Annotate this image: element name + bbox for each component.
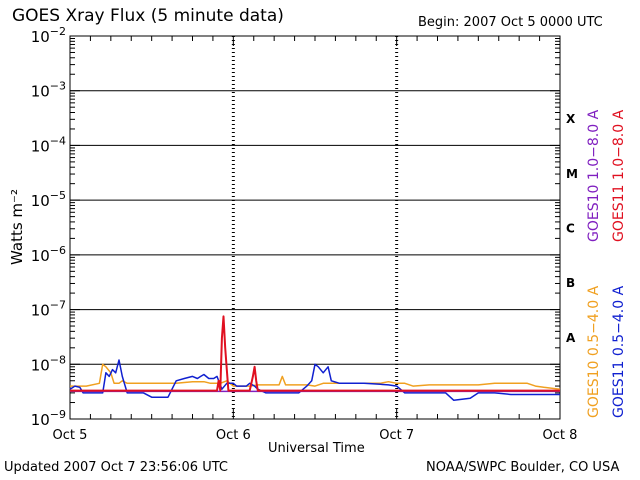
series-line — [70, 315, 560, 392]
x-tick-label: Oct 8 — [543, 428, 578, 443]
flare-class-label: X — [566, 112, 576, 126]
x-tick-label: Oct 6 — [216, 428, 251, 443]
series-line — [69, 359, 560, 402]
y-tick-label: 10−3 — [31, 80, 66, 101]
flare-class-label: C — [566, 222, 575, 236]
y-tick-label: 10−6 — [31, 244, 66, 265]
plot-frame — [69, 35, 561, 420]
y-tick-label: 10−2 — [31, 25, 66, 46]
credit-text: NOAA/SWPC Boulder, CO USA — [426, 460, 620, 475]
flare-class-label: B — [566, 276, 575, 290]
x-tick-label: Oct 5 — [53, 428, 88, 443]
y-tick-label: 10−4 — [31, 134, 66, 155]
flare-class-label: A — [566, 331, 576, 345]
updated-timestamp: Updated 2007 Oct 7 23:56:06 UTC — [4, 460, 228, 475]
x-tick-label: Oct 7 — [379, 428, 414, 443]
x-axis-title: Universal Time — [268, 441, 365, 456]
series-line — [70, 363, 561, 390]
begin-time: Begin: 2007 Oct 5 0000 UTC — [418, 15, 603, 30]
y-tick-label: 10−7 — [31, 299, 66, 320]
y-tick-label: 10−8 — [31, 353, 66, 374]
chart-title: GOES Xray Flux (5 minute data) — [12, 6, 284, 26]
y-tick-label: 10−9 — [31, 408, 66, 429]
flare-class-label: M — [566, 167, 578, 181]
y-tick-label: 10−5 — [31, 189, 66, 210]
